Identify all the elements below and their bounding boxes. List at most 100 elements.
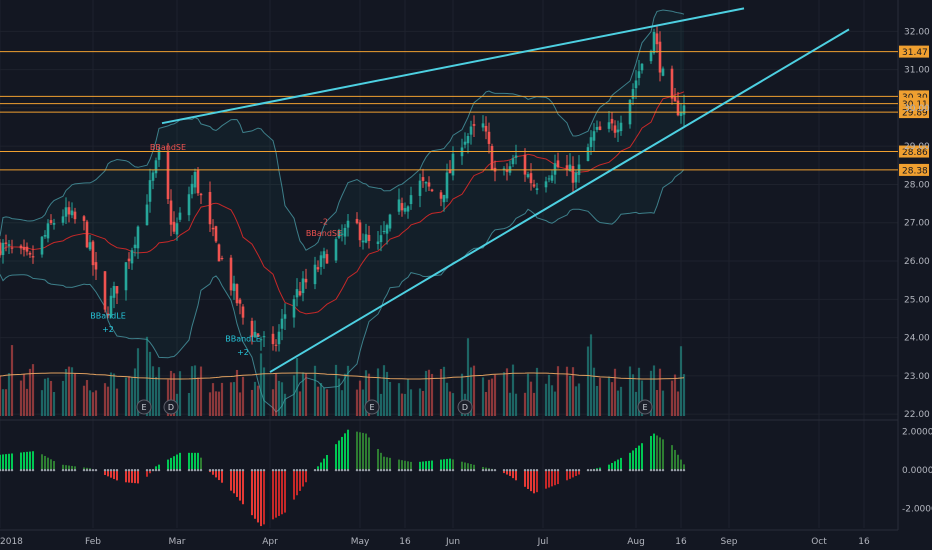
- volume-bar: [115, 388, 119, 416]
- oscillator-zero-dot: [274, 468, 278, 472]
- candle-body: [658, 41, 662, 73]
- candle-body: [424, 181, 428, 184]
- volume-bar: [535, 367, 539, 416]
- candle-body: [172, 221, 176, 232]
- candle-body: [127, 258, 131, 262]
- oscillator-bar: [50, 459, 52, 471]
- oscillator-zero-dot: [304, 468, 308, 472]
- volume-bar: [472, 365, 476, 416]
- volume-bars: [0, 334, 686, 416]
- oscillator-zero-dot: [334, 468, 338, 472]
- oscillator-zero-dot: [574, 468, 578, 472]
- price-level-label: 28.38: [902, 166, 928, 176]
- oscillator-bar: [305, 470, 307, 483]
- candle-body: [157, 150, 161, 160]
- candle-body: [586, 147, 590, 162]
- volume-bar: [355, 389, 359, 416]
- event-marker-label: D: [168, 403, 174, 412]
- oscillator-zero-dot: [442, 468, 446, 472]
- volume-bar: [439, 368, 443, 416]
- volume-bar: [280, 382, 284, 416]
- volume-bar: [169, 370, 173, 416]
- oscillator-bar: [128, 470, 130, 483]
- oscillator-zero-dot: [253, 468, 257, 472]
- oscillator-zero-dot: [199, 468, 203, 472]
- oscillator-zero-dot: [229, 468, 233, 472]
- oscillator-bar: [68, 465, 70, 471]
- oscillator-zero-dot: [595, 468, 599, 472]
- candle-body: [31, 256, 35, 258]
- oscillator-zero-dot: [679, 468, 683, 472]
- candle-body: [553, 163, 557, 175]
- volume-bar: [301, 372, 305, 416]
- oscillator-bar: [173, 456, 175, 471]
- candle-body: [490, 146, 494, 171]
- oscillator-zero-dot: [7, 468, 11, 472]
- candle-body: [85, 221, 89, 248]
- event-marker: [637, 399, 653, 415]
- volume-bar: [445, 382, 449, 416]
- oscillator-zero-dot: [400, 468, 404, 472]
- volume-bar: [22, 374, 26, 416]
- candle-body: [631, 89, 635, 99]
- oscillator-bar: [572, 470, 574, 478]
- volume-bar: [40, 390, 44, 416]
- oscillator-bar: [680, 459, 682, 471]
- oscillator-bar: [326, 455, 328, 471]
- candle-body: [64, 207, 68, 217]
- time-tick-label: Mar: [169, 537, 186, 547]
- volume-bar: [376, 368, 380, 416]
- candle-body: [649, 50, 653, 62]
- candle-body: [532, 184, 536, 187]
- oscillator-bar: [425, 461, 427, 471]
- price-level-label: 31.47: [902, 48, 928, 58]
- volume-bar: [574, 386, 578, 416]
- candle-body: [217, 244, 221, 262]
- oscillator-bar: [545, 470, 547, 489]
- oscillator-zero-dot: [106, 468, 110, 472]
- oscillator-bar: [599, 467, 601, 471]
- oscillator-zero-dot: [628, 468, 632, 472]
- volume-bar: [589, 334, 593, 416]
- oscillator-bar: [677, 454, 679, 471]
- volume-bar: [25, 388, 29, 416]
- candle-body: [295, 289, 299, 298]
- volume-bar: [31, 364, 35, 416]
- candle-body: [421, 177, 425, 181]
- oscillator-bar: [2, 454, 4, 471]
- volume-bar: [241, 376, 245, 416]
- volume-bar: [283, 393, 287, 416]
- oscillator-bar: [242, 470, 244, 505]
- volume-bar: [277, 380, 281, 416]
- oscillator-bar: [524, 470, 526, 487]
- oscillator-bar: [512, 470, 514, 479]
- candle-body: [256, 333, 260, 337]
- oscillator-bar: [5, 454, 7, 471]
- candle-body: [571, 166, 575, 183]
- volume-bar: [577, 383, 581, 416]
- candle-body: [319, 255, 323, 267]
- oscillator-bar: [317, 466, 319, 471]
- volume-bar: [619, 386, 623, 416]
- oscillator-zero-dot: [193, 468, 197, 472]
- oscillator-zero-dot: [187, 468, 191, 472]
- volume-bar: [661, 390, 665, 416]
- volume-bar: [676, 391, 680, 416]
- volume-bar: [649, 370, 653, 416]
- candle-body: [502, 168, 506, 170]
- volume-bar: [430, 373, 434, 416]
- candle-body: [10, 247, 14, 249]
- volume-bar: [337, 378, 341, 416]
- volume-bar: [109, 372, 113, 416]
- volume-bar: [385, 371, 389, 416]
- oscillator-zero-dot: [421, 468, 425, 472]
- oscillator-zero-dot: [238, 468, 242, 472]
- oscillator-zero-dot: [445, 468, 449, 472]
- candle-body: [337, 230, 341, 238]
- oscillator-bar: [428, 460, 430, 471]
- oscillator-zero-dot: [430, 468, 434, 472]
- volume-bar: [547, 374, 551, 416]
- volume-bar: [52, 391, 56, 416]
- volume-bar: [217, 391, 221, 416]
- volume-bar: [595, 385, 599, 416]
